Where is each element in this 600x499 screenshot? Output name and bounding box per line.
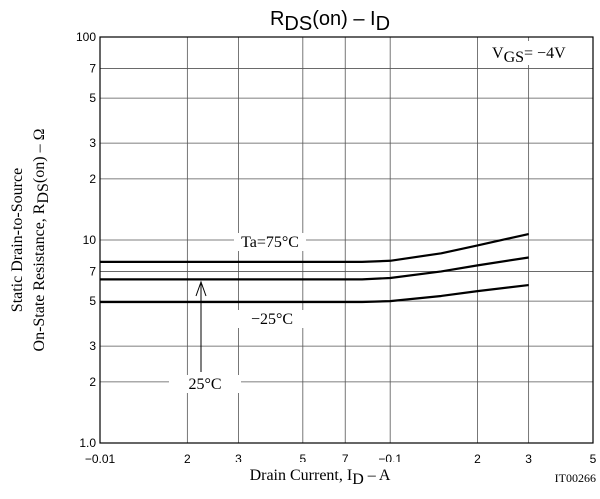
series-label: −25°C [251,311,293,328]
x-tick-label: −0.01 [85,452,116,466]
series-line [100,256,529,281]
y-tick-label: 2 [89,375,96,389]
x-tick-label: 2 [184,452,191,466]
subscript: DS [284,13,312,35]
y-tick-label: 3 [89,339,96,353]
text-part: (on) – I [312,8,375,30]
x-tick-label: 5 [299,452,306,466]
x-axis-label: Drain Current, ID – A [250,467,391,488]
figure-code: IT00266 [555,471,596,485]
x-tick-label: 5 [590,452,597,466]
y-tick-label: 7 [89,61,96,75]
series-line [100,283,529,304]
x-tick-label: 7 [342,452,349,466]
series-label: 25°C [188,376,221,393]
annotation: VGS= −4V [492,45,566,66]
text-part: On-State Resistance, R [31,203,48,351]
subscript: D [352,471,364,488]
y-axis-label: On-State Resistance, RDS(on) – Ω [31,128,52,351]
chart-title: RDS(on) – ID [270,8,390,35]
label-bg [169,375,241,393]
text-part: – A [364,467,391,484]
subscript: DS [35,183,52,203]
y-tick-label: 2 [89,172,96,186]
x-tick-label: 3 [235,452,242,466]
text-part: = −4V [524,45,566,62]
y-tick-label: 10 [83,233,97,247]
series-line [100,232,529,264]
series-label: Ta=75°C [241,234,299,251]
text-part: Drain Current, I [250,467,353,484]
y-tick-label: 7 [89,264,96,278]
subscript: GS [504,49,524,66]
arrow-head [195,280,207,297]
subscript: D [376,13,390,35]
y-axis-label: Static Drain-to-Source [9,168,26,312]
annotation-bg [488,41,590,65]
plot-frame [99,36,594,444]
text-part: (on) – Ω [31,128,48,183]
x-tick-label: 2 [474,452,481,466]
y-tick-label: 5 [89,294,96,308]
y-tick-label: 100 [76,30,96,44]
y-tick-label: 3 [89,136,96,150]
y-tick-label: 1.0 [79,436,96,450]
y-tick-label: 5 [89,91,96,105]
x-tick-label: 3 [525,452,532,466]
label-bg [234,233,306,251]
label-bg [236,310,308,328]
text-part: V [492,45,504,62]
x-label-bg [190,462,450,490]
text-part: R [270,8,284,30]
